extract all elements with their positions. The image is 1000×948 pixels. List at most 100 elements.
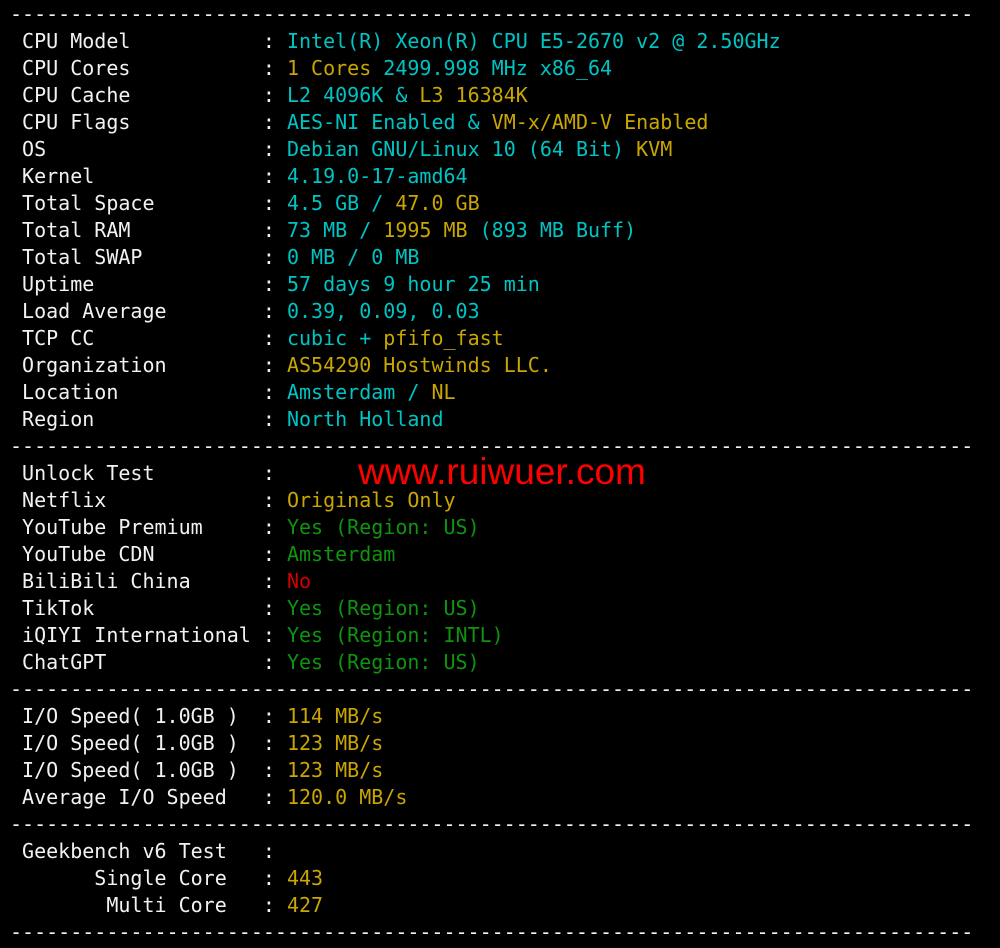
row-label: Geekbench v6 Test [22,839,227,863]
unlock-test-row: ChatGPT: Yes (Region: US) [10,649,1000,676]
row-label: Region [22,407,95,431]
row-colon: : [262,596,287,620]
row-indent [10,244,22,271]
row-value-segment: 4.5 GB / [286,191,396,215]
system-info-row: Kernel: 4.19.0-17-amd64 [10,163,1000,190]
row-value-segment: 0.39, 0.09, 0.03 [286,299,480,323]
row-colon: : [262,569,287,593]
row-colon: : [262,623,287,647]
row-colon: : [262,380,287,404]
geekbench-row: Single Core: 443 [10,865,1000,892]
row-indent [10,730,22,757]
row-label: I/O Speed( 1.0GB ) [22,704,239,728]
separator-line: ----------------------------------------… [10,677,974,701]
unlock-test-row: YouTube CDN: Amsterdam [10,541,1000,568]
row-label: I/O Speed( 1.0GB ) [22,758,239,782]
row-value-segment: 2499.998 MHz x86_64 [371,56,613,80]
row-indent [10,460,22,487]
row-label: Uptime [22,272,95,296]
row-value-segment: No [286,569,312,593]
row-value-segment: Debian GNU/Linux 10 (64 Bit) [286,137,637,161]
row-value-segment: L3 16384K [419,83,528,107]
row-value-segment: 4.19.0-17-amd64 [286,164,468,188]
row-label: YouTube CDN [22,542,155,566]
row-indent [10,325,22,352]
row-label: Netflix [22,488,107,512]
row-label: CPU Cores [22,56,131,80]
row-label: CPU Flags [22,110,131,134]
row-value-segment: 1995 MB [383,218,480,242]
io-speed-row: Average I/O Speed: 120.0 MB/s [10,784,1000,811]
row-label: TikTok [22,596,95,620]
row-colon: : [262,218,287,242]
row-label: OS [22,137,47,161]
row-label: Kernel [22,164,95,188]
row-indent [10,55,22,82]
system-info-row: Region: North Holland [10,406,1000,433]
row-value-segment: Yes (Region: US) [286,650,480,674]
system-info-row: Total RAM: 73 MB / 1995 MB (893 MB Buff) [10,217,1000,244]
row-indent [10,271,22,298]
row-colon: : [262,137,287,161]
system-info-row: TCP CC: cubic + pfifo_fast [10,325,1000,352]
row-indent [10,595,22,622]
row-value-segment: NL [431,380,456,404]
row-colon: : [262,758,287,782]
row-indent [10,82,22,109]
unlock-test-row: YouTube Premium: Yes (Region: US) [10,514,1000,541]
separator-line: ----------------------------------------… [10,812,974,836]
row-value-segment: North Holland [286,407,444,431]
row-label: YouTube Premium [22,515,203,539]
row-label: Location [22,380,119,404]
unlock-test-row: Unlock Test: [10,460,1000,487]
geekbench-row: Multi Core: 427 [10,892,1000,919]
row-indent [10,541,22,568]
row-value-segment: Amsterdam / [286,380,432,404]
row-colon: : [262,110,287,134]
row-label: Total SWAP [22,245,143,269]
row-label: BiliBili China [22,569,191,593]
row-colon: : [262,866,287,890]
row-indent [10,757,22,784]
row-value-segment: Yes (Region: US) [286,596,480,620]
row-colon: : [262,704,287,728]
row-value-segment: Amsterdam [286,542,396,566]
row-colon: : [262,839,287,863]
row-indent [10,163,22,190]
row-value-segment: Yes (Region: INTL) [286,623,504,647]
row-colon: : [262,299,287,323]
row-label: ChatGPT [22,650,107,674]
row-label: Total RAM [22,218,131,242]
io-speed-row: I/O Speed( 1.0GB ): 114 MB/s [10,703,1000,730]
row-colon: : [262,83,287,107]
row-value-segment: Intel(R) Xeon(R) CPU E5-2670 v2 @ 2.50GH… [286,29,781,53]
row-indent [10,406,22,433]
row-indent [10,136,22,163]
row-indent [10,703,22,730]
row-colon: : [262,461,287,485]
row-indent [10,28,22,55]
separator-line: ----------------------------------------… [10,434,974,458]
row-colon: : [262,488,287,512]
row-colon: : [262,542,287,566]
row-value-segment: 123 MB/s [286,758,384,782]
row-value-segment: (893 MB Buff) [479,218,637,242]
separator-line: ----------------------------------------… [10,920,974,944]
row-colon: : [262,29,287,53]
io-speed-row: I/O Speed( 1.0GB ): 123 MB/s [10,730,1000,757]
row-value-segment: AS54290 Hostwinds LLC. [286,353,552,377]
row-label: Unlock Test [22,461,155,485]
row-colon: : [262,245,287,269]
row-value-segment: 120.0 MB/s [286,785,408,809]
row-value-segment: 57 days 9 hour 25 min [286,272,540,296]
row-label: Organization [22,353,167,377]
row-label: CPU Cache [22,83,131,107]
row-colon: : [262,353,287,377]
row-label: TCP CC [22,326,95,350]
unlock-test-row: Netflix: Originals Only [10,487,1000,514]
system-info-row: OS: Debian GNU/Linux 10 (64 Bit) KVM [10,136,1000,163]
row-colon: : [262,731,287,755]
row-value-segment: AES-NI Enabled & [286,110,492,134]
row-indent [10,865,94,892]
row-value-segment: L2 4096K & [286,83,420,107]
